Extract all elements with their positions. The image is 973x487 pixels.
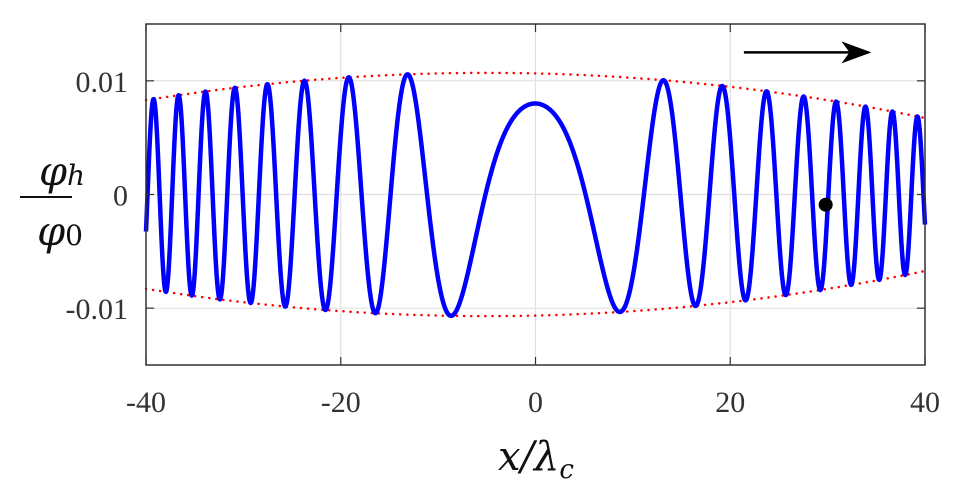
x-tick-label: 20 [715,386,745,419]
y-tick-label: 0.01 [76,66,129,99]
annotations [743,41,872,212]
marker-dot [818,197,833,212]
svg-text:φh: φh [39,149,85,195]
x-tick-label: -40 [126,386,166,419]
x-tick-label: 40 [910,386,940,419]
x-tick-label: 0 [528,386,543,419]
x-tick-label: -20 [321,386,361,419]
svg-text:φ0: φ0 [37,209,83,255]
y-tick-label: -0.01 [66,293,129,326]
phi-h-curve [143,72,928,319]
y-axis-label: φh φ0 [20,149,85,255]
x-axis-label: x/λc [498,434,574,485]
grid-lines [145,24,926,365]
axis-ticks: -40 -20 0 20 40 -0.01 0 0.01 [66,24,940,419]
direction-arrow-icon [743,41,872,64]
envelope-curves [144,71,927,318]
y-tick-label: 0 [113,180,128,213]
